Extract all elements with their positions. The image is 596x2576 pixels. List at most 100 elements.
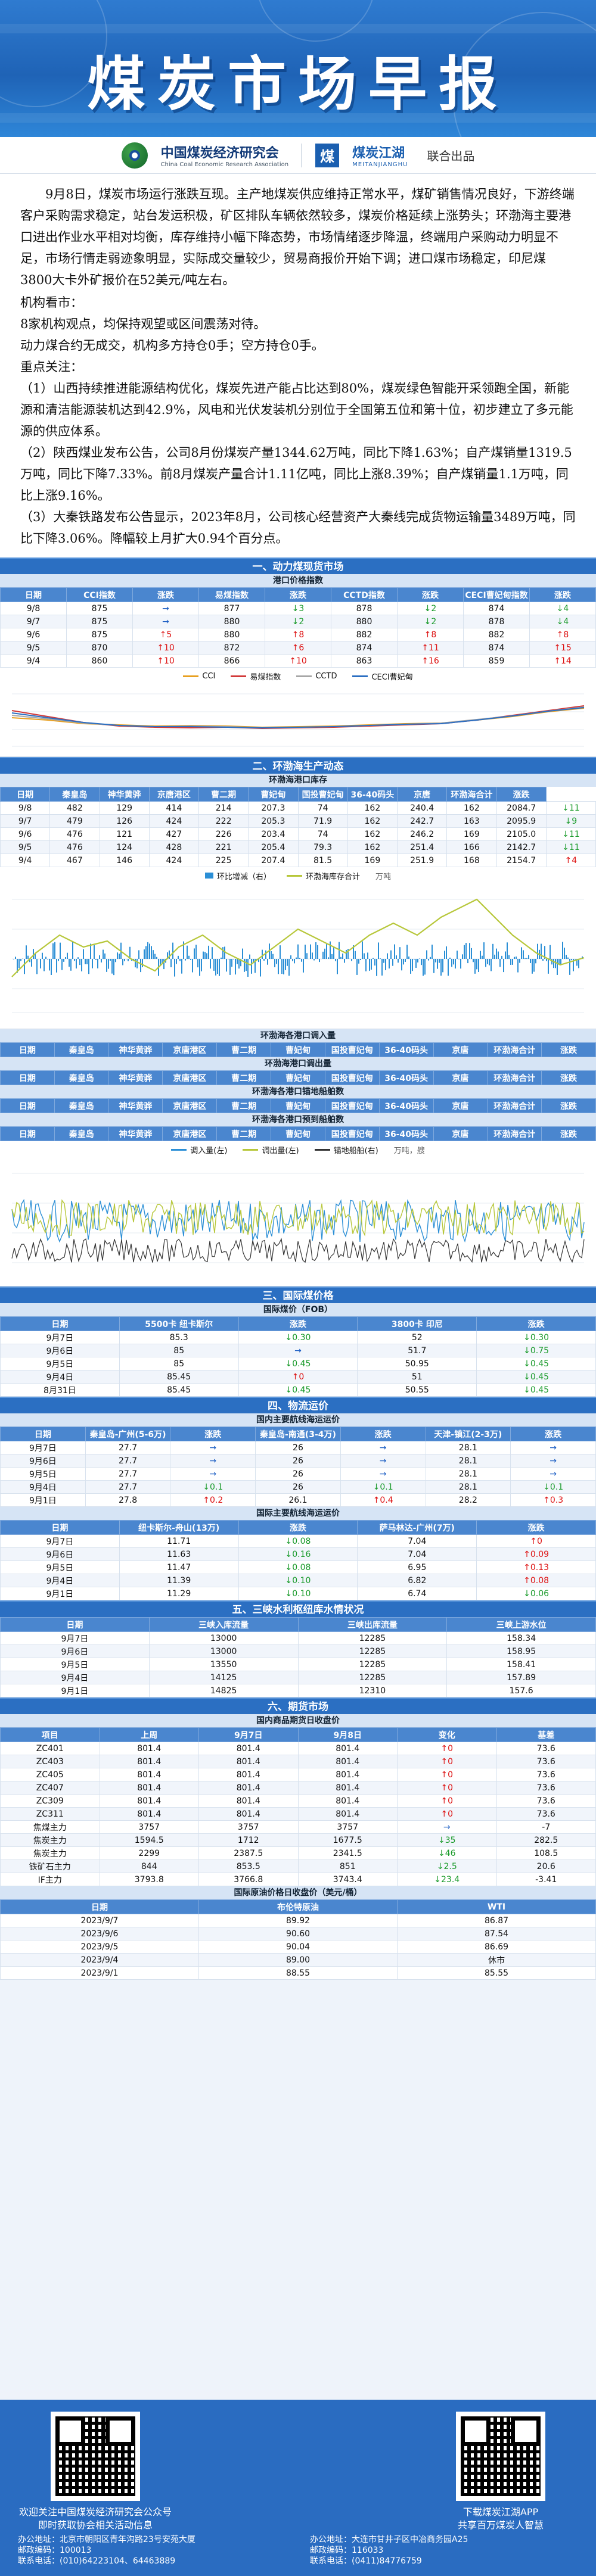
stock-change-bar (469, 943, 470, 959)
ccera-qr-code[interactable] (51, 2412, 140, 2501)
futures-cell: 2387.5 (198, 1846, 299, 1860)
bohai-header-2: 神华黄骅 (108, 1042, 163, 1057)
stock-change-bar (222, 947, 224, 959)
bohai-stock-cell: 207.3 (248, 801, 299, 815)
stock-change-bar (365, 959, 367, 971)
stock-change-bar (415, 959, 417, 968)
price-index-cell: 882 (331, 628, 398, 641)
left-address: 办公地址：北京市朝阳区青年沟路23号安苑大厦 (18, 2535, 195, 2544)
stock-change-bar (104, 953, 105, 959)
stock-change-bar (410, 959, 411, 974)
stock-change-bar (476, 959, 477, 970)
stock-change-bar (566, 955, 567, 959)
fob-cell: ↑0 (238, 1370, 358, 1384)
stock-change-bar (494, 954, 495, 959)
bohai-header-8: 京唐 (433, 1098, 488, 1113)
stock-change-bar (378, 942, 379, 959)
futures-cell: 801.4 (99, 1755, 199, 1768)
bohai-header-4: 曹二期 (216, 1042, 272, 1057)
stock-change-bar (254, 959, 256, 973)
futures-cell: 3757 (297, 1820, 398, 1834)
stock-change-bar (474, 959, 476, 974)
stock-change-bar (129, 946, 131, 959)
stock-change-bar (322, 951, 324, 959)
futures-cell: ZC407 (0, 1781, 100, 1795)
price-index-cell: 875 (66, 615, 133, 628)
futures-cell: 73.6 (496, 1807, 596, 1821)
inflow-heading: 环渤海各港口调入量 (0, 1029, 596, 1042)
fob-cell: 50.95 (357, 1357, 477, 1370)
stock-change-bar (265, 950, 266, 959)
stock-change-bar (160, 959, 161, 965)
stock-change-bar (172, 942, 173, 959)
price-index-cell: ↑8 (265, 628, 331, 641)
domestic-freight-heading: 国内主要航线海运运价 (0, 1413, 596, 1426)
fob-cell: ↓0.45 (238, 1383, 358, 1397)
bohai-stock-cell: 476 (49, 840, 100, 854)
domestic-freight-cell: 9月1日 (0, 1493, 86, 1507)
ccera-logo-icon (121, 142, 148, 169)
stock-change-bar (356, 959, 358, 975)
bohai-header-7: 36-40码头 (378, 1098, 434, 1113)
domestic-freight-cell: → (510, 1467, 596, 1481)
bohai-header-10: 涨跌 (541, 1098, 596, 1113)
stock-change-bar (428, 959, 429, 961)
stock-change-bar (553, 959, 554, 968)
bohai-stock-cell: 479 (49, 814, 100, 828)
bohai-stock-cell: 124 (99, 840, 150, 854)
footer-caption-right-1: 下载煤炭江湖APP (462, 2506, 539, 2518)
stock-change-bar (535, 959, 536, 964)
stock-change-bar (347, 949, 349, 959)
app-qr-code[interactable] (456, 2412, 545, 2501)
intl-freight-row: 9月6日 11.63 ↓0.16 7.04 ↑0.09 (0, 1547, 596, 1561)
domestic-freight-cell: 9月6日 (0, 1454, 86, 1468)
stock-change-bar (560, 959, 561, 965)
price-index-cell: 875 (66, 628, 133, 641)
stock-change-bar (315, 942, 316, 959)
stock-change-bar (457, 951, 458, 959)
bohai-stock-cell: 168 (446, 854, 497, 867)
stock-change-bar (526, 958, 527, 959)
bohai-stock-cell: 214 (198, 801, 249, 815)
domestic-freight-cell: 28.1 (425, 1480, 511, 1494)
bohai-header-1: 秦皇岛 (54, 1098, 109, 1113)
stock-change-bar (440, 959, 442, 976)
stock-change-bar (417, 959, 418, 963)
bohai-header-1: 秦皇岛 (54, 1126, 109, 1141)
futures-header-0: 项目 (0, 1727, 100, 1742)
bohai-stock-cell: 424 (148, 814, 200, 828)
bohai-stock-cell: 9/4 (0, 854, 51, 867)
stock-change-bar (201, 959, 202, 971)
bohai-stock-cell: 81.5 (297, 854, 348, 867)
stock-change-bar (387, 953, 388, 959)
meitanjianghu-logo-text: 煤炭江湖 MEITANJIANGHU (352, 142, 408, 168)
stock-change-bar (464, 945, 465, 959)
stock-change-bar (272, 954, 274, 959)
fob-cell: 85.45 (119, 1370, 239, 1384)
futures-cell: 1712 (198, 1833, 299, 1847)
bohai-stock-cell: 2154.7 (496, 854, 547, 867)
bohai-stock-cell: 146 (99, 854, 150, 867)
stock-change-bar (573, 959, 574, 971)
crude-cell: 2023/9/5 (0, 1940, 199, 1954)
report-title: 煤炭市场早报 (86, 51, 509, 119)
stock-change-bar (170, 959, 172, 967)
stock-change-bar (292, 959, 293, 961)
stock-change-bar (178, 955, 179, 959)
stock-change-bar (169, 950, 170, 959)
stock-change-bar (210, 959, 211, 969)
stock-change-bar (33, 949, 34, 959)
stock-change-bar (301, 959, 302, 962)
anchored-ships-table: 日期 秦皇岛 神华黄骅 京唐港区 曹二期 曹妃甸 国投曹妃甸 36-40码头 京唐 环渤海合计 涨跌 (0, 1098, 596, 1113)
price-index-header-0: 日期 (0, 587, 67, 602)
ccera-logo-text: 中国煤炭经济研究会 China Coal Economic Research A… (161, 142, 289, 168)
stock-change-bar (237, 959, 238, 964)
stock-change-bar (337, 959, 338, 974)
flow-legend: 调入量(左) 调出量(左) 锚地船舶(右) 万吨，艘 (0, 1141, 596, 1155)
bohai-header-8: 京唐 (433, 1070, 488, 1085)
fob-cell: 85 (119, 1344, 239, 1357)
stock-change-bar (433, 959, 434, 973)
domestic-freight-cell: 9月4日 (0, 1480, 86, 1494)
stock-change-bar (26, 945, 27, 959)
intl-freight-cell: 9月7日 (0, 1534, 120, 1548)
